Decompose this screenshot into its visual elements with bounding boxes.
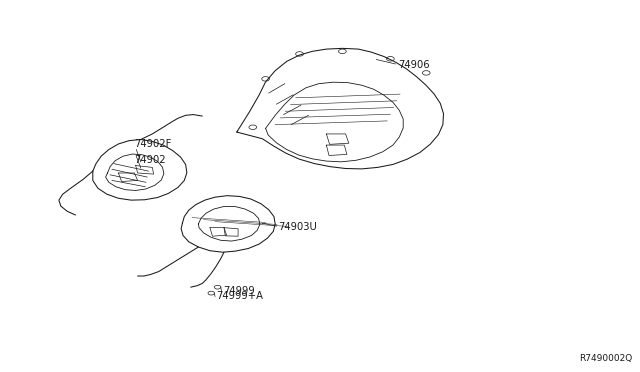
Text: 74902F: 74902F	[134, 139, 172, 149]
Text: R7490002Q: R7490002Q	[579, 354, 632, 363]
Text: 74906: 74906	[398, 60, 429, 70]
Text: 74999: 74999	[223, 286, 255, 296]
Text: 74903U: 74903U	[278, 222, 317, 232]
Text: 74902: 74902	[134, 155, 166, 166]
Text: 74999+A: 74999+A	[216, 292, 263, 301]
